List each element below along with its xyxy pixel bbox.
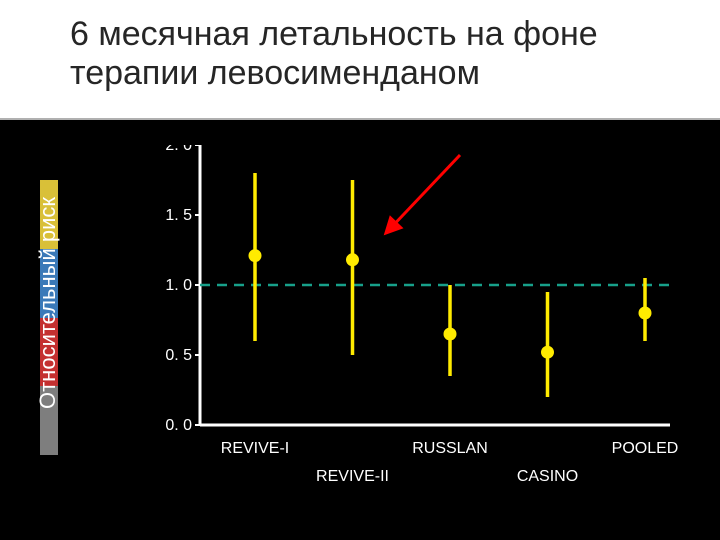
svg-text:2. 0: 2. 0	[165, 145, 192, 154]
svg-text:1. 5: 1. 5	[165, 207, 192, 224]
x-label-3: CASINO	[517, 468, 578, 486]
x-label-4: POOLED	[612, 440, 679, 458]
svg-text:1. 0: 1. 0	[165, 277, 192, 294]
x-label-2: RUSSLAN	[412, 440, 488, 458]
forest-plot: 2. 0 1. 5 1. 0 0. 5 0. 0	[160, 145, 675, 440]
y-axis-label: Относительный риск	[35, 197, 61, 409]
svg-text:0. 5: 0. 5	[165, 347, 192, 364]
chart-svg: 2. 0 1. 5 1. 0 0. 5 0. 0	[160, 145, 675, 485]
svg-text:0. 0: 0. 0	[165, 417, 192, 434]
slide-title: 6 месячная летальность на фоне терапии л…	[70, 10, 700, 115]
x-label-1: REVIVE-II	[316, 468, 389, 486]
x-label-0: REVIVE-I	[221, 440, 289, 458]
title-rule	[0, 118, 720, 120]
slide: 6 месячная летальность на фоне терапии л…	[0, 0, 720, 540]
